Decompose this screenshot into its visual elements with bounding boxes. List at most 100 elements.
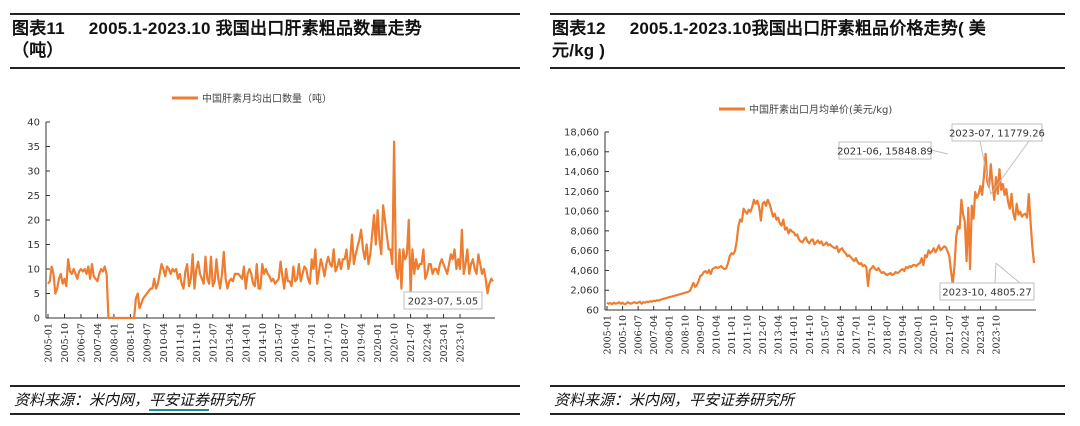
x-tick-label: 2009-07 (696, 315, 707, 354)
y-tick-label: 10,060 (564, 207, 599, 218)
series-line (606, 152, 1036, 306)
y-tick-label: 8,060 (570, 226, 599, 237)
series-line (47, 140, 494, 320)
x-tick-label: 2016-04 (291, 323, 302, 362)
x-tick-label: 2014-01 (789, 315, 800, 354)
data-callout: 2023-10, 4805.27 (939, 262, 1035, 301)
x-tick-label: 2015-07 (820, 315, 831, 354)
x-tick-label: 2022-04 (960, 315, 971, 354)
x-tick-label: 2011-01 (175, 323, 186, 362)
data-callout: 2021-06, 15848.89 (837, 141, 948, 160)
x-tick-label: 2008-01 (665, 315, 676, 354)
x-tick-label: 2012-07 (208, 323, 219, 362)
x-tick-label: 2023-10 (991, 315, 1002, 354)
callout-label: 2021-06, 15848.89 (837, 147, 933, 158)
x-tick-label: 2009-07 (142, 323, 153, 362)
x-tick-label: 2020-01 (373, 323, 384, 362)
callout-label: 2023-07, 5.05 (408, 297, 478, 308)
x-tick-label: 2012-07 (758, 315, 769, 354)
x-tick-label: 2020-10 (929, 315, 940, 354)
figure-number: 图表12 (552, 19, 606, 38)
x-tick-label: 2023-01 (439, 323, 450, 362)
x-tick-label: 2023-10 (456, 323, 467, 362)
y-tick-label: 14,060 (564, 167, 599, 178)
source-prefix: 资料来源：米内网， (14, 391, 150, 409)
figure-12-title: 图表12 2005.1-2023.10我国出口肝素粗品价格走势( 美 元/kg ) (552, 18, 1065, 62)
y-tick-label: 10 (27, 265, 40, 276)
top-rule (10, 13, 520, 15)
x-tick-label: 2022-04 (423, 323, 434, 362)
x-tick-label: 2005-10 (618, 315, 629, 354)
top-rule (550, 13, 1065, 15)
x-tick-label: 2014-10 (805, 315, 816, 354)
x-tick-label: 2006-07 (76, 323, 87, 362)
x-tick-label: 2019-04 (357, 323, 368, 362)
x-tick-label: 2019-04 (898, 315, 909, 354)
x-tick-label: 2008-10 (126, 323, 137, 362)
y-tick-label: 15 (27, 240, 40, 251)
callout-label: 2023-10, 4805.27 (942, 288, 1032, 299)
title-unit: （吨） (12, 41, 64, 60)
x-tick-label: 2013-04 (774, 315, 785, 354)
x-tick-label: 2007-04 (93, 323, 104, 362)
x-tick-label: 2017-01 (851, 315, 862, 354)
title-text: 2005.1-2023.10 我国出口肝素粗品数量走势 (88, 19, 423, 38)
title-text: 2005.1-2023.10我国出口肝素粗品价格走势( 美 (629, 19, 987, 38)
x-tick-label: 2020-10 (390, 323, 401, 362)
callout-leader (995, 262, 1021, 284)
price-line-chart: 中国肝素出口月均单价(美元/kg) 18,060 16,060 14,060 12,06… (564, 103, 1045, 354)
y-tick-label: 5 (34, 289, 40, 300)
x-tick-label: 2005-01 (603, 315, 614, 354)
x-tick-label: 2017-10 (324, 323, 335, 362)
title-rule (550, 67, 1065, 69)
figure-11-title: 图表11 2005.1-2023.10 我国出口肝素粗品数量走势 （吨） (12, 18, 520, 62)
y-tick-label: 35 (27, 142, 40, 153)
x-tick-label: 2006-07 (634, 315, 645, 354)
source-note: 资料来源：米内网，平安证券研究所 (14, 389, 254, 411)
quantity-line-chart: 中国肝素月均出口数量（吨） 40 35 30 25 20 15 10 5 0 2005-01 2005… (27, 92, 495, 362)
x-tick-label: 2011-10 (192, 323, 203, 362)
callout-leader (930, 149, 948, 155)
callout-leader (990, 140, 1030, 195)
x-tick-label: 2015-07 (274, 323, 285, 362)
x-tick-label: 2016-04 (836, 315, 847, 354)
title-rule (10, 67, 520, 69)
x-tick-label: 2014-01 (241, 323, 252, 362)
x-tick-label: 2010-04 (711, 315, 722, 354)
y-tick-label: 40 (27, 118, 40, 129)
y-tick-label: 18,060 (564, 128, 599, 139)
x-tick-label: 2010-04 (159, 323, 170, 362)
y-tick-label: 20 (27, 216, 40, 227)
y-tick-label: 60 (586, 306, 599, 317)
y-tick-label: 6,060 (570, 246, 599, 257)
y-tick-label: 0 (34, 314, 40, 325)
x-tick-label: 2011-01 (727, 315, 738, 354)
source-link[interactable]: 平安证券 (149, 391, 210, 411)
legend: 中国肝素出口月均单价(美元/kg) (719, 103, 892, 116)
x-tick-label: 2005-10 (60, 323, 71, 362)
legend: 中国肝素月均出口数量（吨） (172, 92, 332, 105)
source-box: 资料来源：米内网，平安证券研究所 (550, 385, 1065, 415)
y-tick-label: 30 (27, 167, 40, 178)
callout-leader (979, 140, 992, 195)
callout-leader (994, 263, 997, 284)
callout-box (939, 282, 1035, 301)
y-tick-label: 4,060 (570, 266, 599, 277)
callout-label: 2023-07, 11779.26 (949, 129, 1045, 140)
figure-12-panel: 图表12 2005.1-2023.10我国出口肝素粗品价格走势( 美 元/kg )… (550, 0, 1065, 426)
title-unit: 元/kg ) (552, 41, 606, 60)
x-tick-label: 2023-01 (976, 315, 987, 354)
x-tick-label: 2007-04 (649, 315, 660, 354)
x-tick-label: 2008-01 (109, 323, 120, 362)
x-tick-label: 2014-10 (258, 323, 269, 362)
source-note: 资料来源：米内网，平安证券研究所 (554, 391, 795, 409)
y-tick-label: 2,060 (570, 286, 599, 297)
figure-11-panel: 图表11 2005.1-2023.10 我国出口肝素粗品数量走势 （吨） 中国肝素… (10, 0, 520, 426)
y-tick-label: 12,060 (564, 187, 599, 198)
x-tick-label: 2018-07 (340, 323, 351, 362)
data-callout: 2023-07, 11779.26 (949, 123, 1045, 195)
callout-box (403, 291, 483, 310)
y-tick-label: 16,060 (564, 147, 599, 158)
source-box: 资料来源：米内网，平安证券研究所 (10, 385, 520, 415)
x-tick-label: 2021-07 (406, 323, 417, 362)
